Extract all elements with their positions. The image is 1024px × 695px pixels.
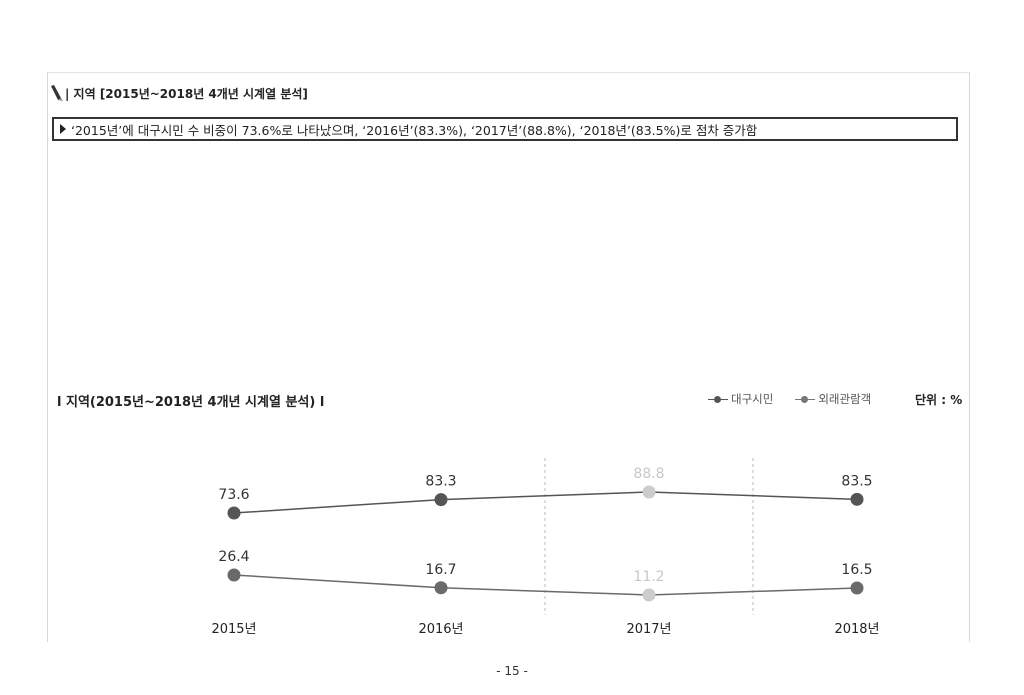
series-line-1 — [233, 491, 858, 514]
data-label-s2-1: 26.4 — [218, 549, 249, 565]
data-label-s2-2: 16.7 — [425, 562, 456, 578]
data-point-s2-1 — [227, 568, 241, 582]
legend-label-series-1: 대구시민 — [731, 392, 774, 406]
chart-legend: 대구시민 외래관람객 — [708, 391, 893, 407]
legend-swatch-series-2 — [795, 395, 816, 404]
data-point-s2-2 — [434, 581, 448, 595]
x-tick-label-2: 2016년 — [418, 622, 463, 637]
data-point-s1-2 — [434, 493, 448, 507]
data-label-s1-1: 73.6 — [218, 487, 249, 503]
legend-item-series-2: 외래관람객 — [795, 391, 871, 407]
data-label-s1-4: 83.5 — [841, 473, 872, 489]
x-tick-label-3: 2017년 — [626, 622, 671, 637]
x-tick-label-1: 2015년 — [211, 622, 256, 637]
data-label-s1-2: 83.3 — [425, 474, 456, 490]
data-label-s2-3: 11.2 — [633, 569, 664, 585]
pencil-icon — [51, 85, 63, 101]
page-frame — [47, 72, 970, 642]
legend-swatch-series-1 — [708, 395, 728, 404]
data-point-s2-4 — [850, 581, 864, 595]
data-point-s1-4 — [850, 492, 864, 506]
data-point-s1-3 — [642, 485, 656, 499]
series-line-2 — [233, 574, 858, 596]
section-heading: | 지역 [2015년~2018년 4개년 시계열 분석] — [49, 83, 308, 103]
unit-label: 단위 : % — [915, 393, 963, 407]
triangle-bullet-icon — [60, 124, 66, 134]
x-tick-label-4: 2018년 — [834, 622, 879, 637]
legend-label-series-2: 외래관람객 — [818, 392, 872, 406]
legend-item-series-1: 대구시민 — [708, 391, 773, 407]
data-point-s2-3 — [642, 588, 656, 602]
page-number: - 15 - — [496, 664, 528, 678]
summary-text: ‘2015년’에 대구시민 수 비중이 73.6%로 나타났으며, ‘2016년… — [71, 122, 758, 138]
section-heading-text: | 지역 [2015년~2018년 4개년 시계열 분석] — [65, 86, 308, 101]
data-point-s1-1 — [227, 506, 241, 520]
chart-title: l 지역(2015년~2018년 4개년 시계열 분석) l — [57, 395, 325, 410]
summary-box: ‘2015년’에 대구시민 수 비중이 73.6%로 나타났으며, ‘2016년… — [52, 117, 958, 141]
data-label-s2-4: 16.5 — [841, 562, 872, 578]
data-label-s1-3: 88.8 — [633, 466, 664, 482]
